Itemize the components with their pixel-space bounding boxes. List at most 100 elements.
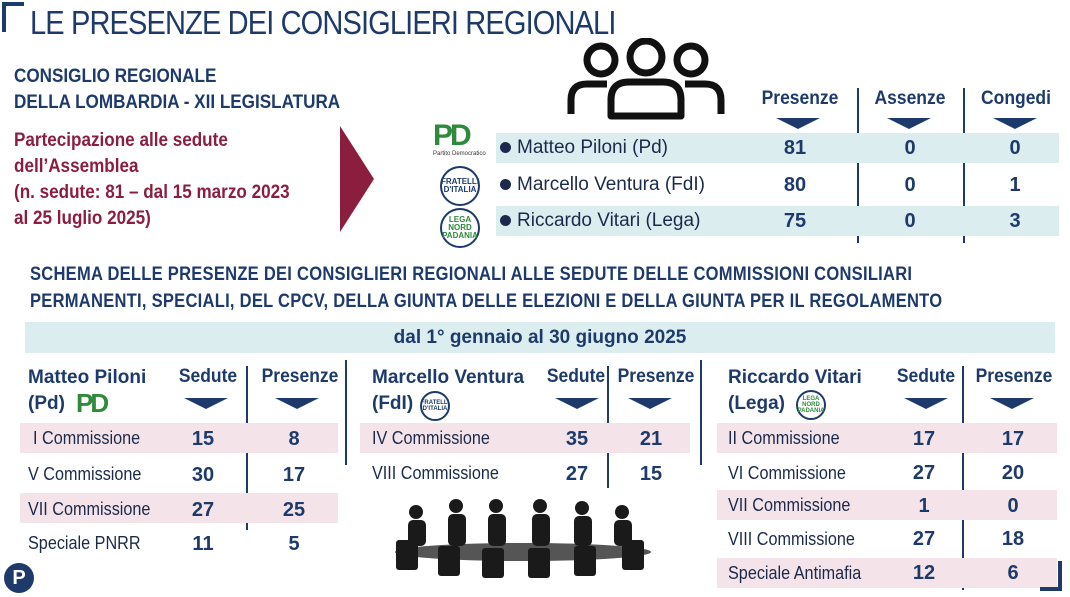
councillor-party: (Pd) bbox=[28, 393, 65, 414]
lega-logo: LEGA NORD PADANIA bbox=[440, 208, 480, 248]
presenze-value: 6 bbox=[1007, 562, 1019, 584]
arrow-right-icon bbox=[340, 126, 374, 232]
sedute-value: 1 bbox=[918, 495, 930, 517]
pd-logo-text: PD bbox=[433, 119, 472, 152]
fdi-logo-text: FRATELLI D'ITALIA bbox=[440, 177, 480, 194]
councillor-name: Matteo Piloni bbox=[28, 367, 147, 388]
header-presenze: Presenze bbox=[761, 88, 839, 109]
presenze-value: 17 bbox=[282, 464, 306, 486]
divider bbox=[857, 88, 859, 243]
presenze-value: 20 bbox=[1001, 462, 1025, 484]
header-sedute: Sedute bbox=[896, 366, 956, 387]
fdi-logo: FRATELLI D'ITALIA bbox=[440, 166, 480, 206]
row-background bbox=[20, 423, 338, 453]
row-background bbox=[717, 423, 1057, 453]
divider bbox=[345, 360, 347, 465]
councillor-party: (Lega) bbox=[728, 393, 785, 414]
assembly-assenze-value: 0 bbox=[904, 210, 916, 232]
presenze-value: 5 bbox=[288, 533, 300, 555]
chevron-down-icon bbox=[275, 398, 319, 409]
divider bbox=[962, 366, 964, 590]
presenze-value: 25 bbox=[282, 499, 306, 521]
sedute-value: 11 bbox=[192, 533, 214, 555]
divider bbox=[963, 88, 965, 243]
header-presenze: Presenze bbox=[617, 366, 695, 387]
participation-line-2: dell’Assemblea bbox=[14, 156, 139, 177]
lega-logo: LEGA NORD PADANIA bbox=[796, 390, 826, 420]
sedute-value: 17 bbox=[912, 428, 936, 450]
bullet-icon bbox=[500, 179, 511, 191]
scheme-heading-line-1: SCHEMA DELLE PRESENZE DEI CONSIGLIERI RE… bbox=[30, 264, 913, 285]
commission-label: Speciale PNRR bbox=[28, 533, 141, 553]
council-line-2: DELLA LOMBARDIA - XII LEGISLATURA bbox=[14, 92, 341, 113]
sedute-value: 15 bbox=[191, 428, 215, 450]
row-background bbox=[360, 423, 690, 453]
corner-decoration bbox=[1040, 561, 1062, 591]
sedute-value: 27 bbox=[912, 528, 936, 550]
pd-logo: PD bbox=[76, 388, 109, 418]
assembly-row-name: Riccardo Vitari (Lega) bbox=[500, 210, 700, 232]
assembly-row-name: Marcello Ventura (FdI) bbox=[500, 174, 705, 196]
commission-label: I Commissione bbox=[33, 428, 141, 448]
councillor-name: Marcello Ventura bbox=[372, 367, 525, 388]
chevron-down-icon bbox=[184, 398, 228, 409]
assembly-presenze-value: 75 bbox=[783, 210, 807, 232]
participation-line-4: al 25 luglio 2025) bbox=[14, 208, 151, 229]
scheme-heading-line-2: PERMANENTI, SPECIALI, DEL CPCV, DELLA GI… bbox=[30, 291, 943, 312]
chevron-down-icon bbox=[990, 398, 1034, 409]
councillor-name: Riccardo Vitari (Lega) bbox=[517, 210, 701, 231]
pd-logo-subtitle: Partito Democratico bbox=[433, 151, 486, 157]
commission-label: VII Commissione bbox=[728, 495, 851, 515]
fdi-logo-text: FRATELLI D'ITALIA bbox=[420, 400, 450, 412]
presenze-value: 8 bbox=[288, 428, 300, 450]
corner-decoration bbox=[2, 2, 24, 32]
commission-label: VII Commissione bbox=[28, 499, 151, 519]
row-background bbox=[496, 206, 1059, 236]
divider bbox=[700, 360, 702, 465]
commission-label: Speciale Antimafia bbox=[728, 563, 862, 583]
commission-label: II Commissione bbox=[728, 428, 840, 448]
header-assenze: Assenze bbox=[874, 88, 946, 109]
sedute-value: 27 bbox=[191, 499, 215, 521]
row-background bbox=[717, 490, 1057, 520]
participation-line-3: (n. sedute: 81 – dal 15 marzo 2023 bbox=[14, 182, 290, 203]
sedute-value: 27 bbox=[565, 463, 589, 485]
commission-label: IV Commissione bbox=[372, 428, 490, 448]
chevron-down-icon bbox=[887, 118, 931, 129]
period-banner: dal 1° gennaio al 30 giugno 2025 bbox=[25, 322, 1055, 353]
presenze-value: 0 bbox=[1007, 495, 1019, 517]
header-presenze: Presenze bbox=[975, 366, 1053, 387]
bullet-icon bbox=[500, 142, 511, 154]
row-background bbox=[20, 493, 338, 523]
publisher-logo: P bbox=[4, 563, 34, 593]
commission-label: VI Commissione bbox=[728, 463, 846, 483]
councillor-name: Marcello Ventura (FdI) bbox=[517, 174, 705, 195]
presenze-value: 21 bbox=[639, 428, 663, 450]
lega-logo-text: LEGA NORD PADANIA bbox=[442, 215, 478, 240]
assembly-congedi-value: 0 bbox=[1009, 137, 1021, 159]
chevron-down-icon bbox=[776, 118, 820, 129]
assembly-presenze-value: 80 bbox=[783, 174, 807, 196]
sedute-value: 35 bbox=[565, 428, 589, 450]
row-background bbox=[496, 133, 1059, 163]
lega-logo-text: LEGA NORD PADANIA bbox=[797, 396, 825, 414]
sedute-value: 27 bbox=[912, 462, 936, 484]
chevron-down-icon bbox=[993, 118, 1037, 129]
commission-label: V Commissione bbox=[28, 464, 142, 484]
assembly-assenze-value: 0 bbox=[904, 137, 916, 159]
chevron-down-icon bbox=[904, 398, 948, 409]
presenze-value: 18 bbox=[1001, 528, 1025, 550]
header-congedi: Congedi bbox=[981, 88, 1051, 109]
sedute-value: 30 bbox=[191, 464, 215, 486]
assembly-row-name: Matteo Piloni (Pd) bbox=[500, 137, 668, 159]
people-group-icon bbox=[567, 38, 725, 120]
councillor-name: Matteo Piloni (Pd) bbox=[517, 137, 669, 158]
sedute-value: 12 bbox=[912, 562, 936, 584]
assembly-congedi-value: 1 bbox=[1009, 174, 1021, 196]
header-sedute: Sedute bbox=[546, 366, 606, 387]
pd-logo: PD Partito Democratico bbox=[433, 119, 486, 163]
bullet-icon bbox=[500, 215, 511, 227]
chevron-down-icon bbox=[628, 398, 672, 409]
fdi-logo: FRATELLI D'ITALIA bbox=[420, 391, 450, 421]
row-background bbox=[717, 558, 1057, 588]
